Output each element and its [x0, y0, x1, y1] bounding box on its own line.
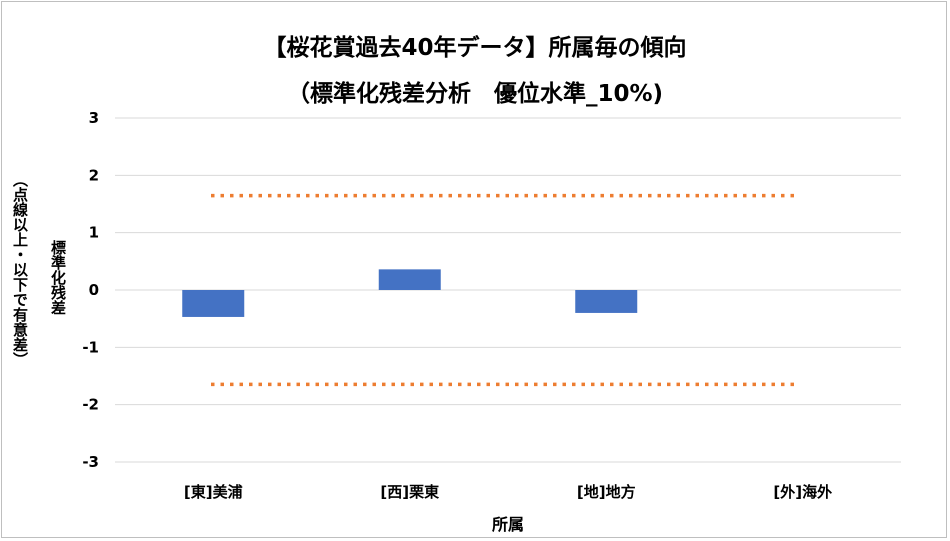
y-tick-label: -1: [82, 338, 99, 356]
chart-subtitle: （標準化残差分析 優位水準_10%): [286, 81, 664, 107]
x-tick-label: [東]美浦: [184, 483, 243, 501]
y-tick-label: 0: [89, 281, 99, 299]
y-axis-label-line1: 標準化残差: [49, 240, 67, 315]
y-tick-label: -2: [82, 396, 99, 414]
bar: [378, 269, 441, 290]
x-tick-label: [地]地方: [577, 483, 636, 501]
gridlines: [115, 117, 901, 463]
x-axis-label: 所属: [491, 515, 524, 534]
y-tick-label: -3: [82, 453, 99, 471]
y-tick-label: 3: [89, 109, 99, 127]
y-tick-label: 2: [89, 166, 99, 184]
y-tick-label: 1: [89, 224, 99, 242]
y-axis-label: 標準化残差 （点線以上・以下で有意差）: [6, 158, 70, 458]
y-tick-labels: 3 2 1 0 -1 -2 -3: [82, 109, 99, 471]
y-axis-label-line2: （点線以上・以下で有意差）: [11, 172, 29, 367]
x-tick-label: [外]海外: [773, 483, 832, 501]
threshold-lines: [211, 193, 797, 387]
bars: [182, 269, 638, 317]
x-tick-labels: [東]美浦 [西]栗東 [地]地方 [外]海外: [184, 483, 832, 501]
bar: [575, 290, 638, 313]
chart-title: 【桜花賞過去40年データ】所属毎の傾向: [263, 35, 687, 61]
bar: [182, 290, 245, 317]
x-tick-label: [西]栗東: [380, 483, 439, 501]
